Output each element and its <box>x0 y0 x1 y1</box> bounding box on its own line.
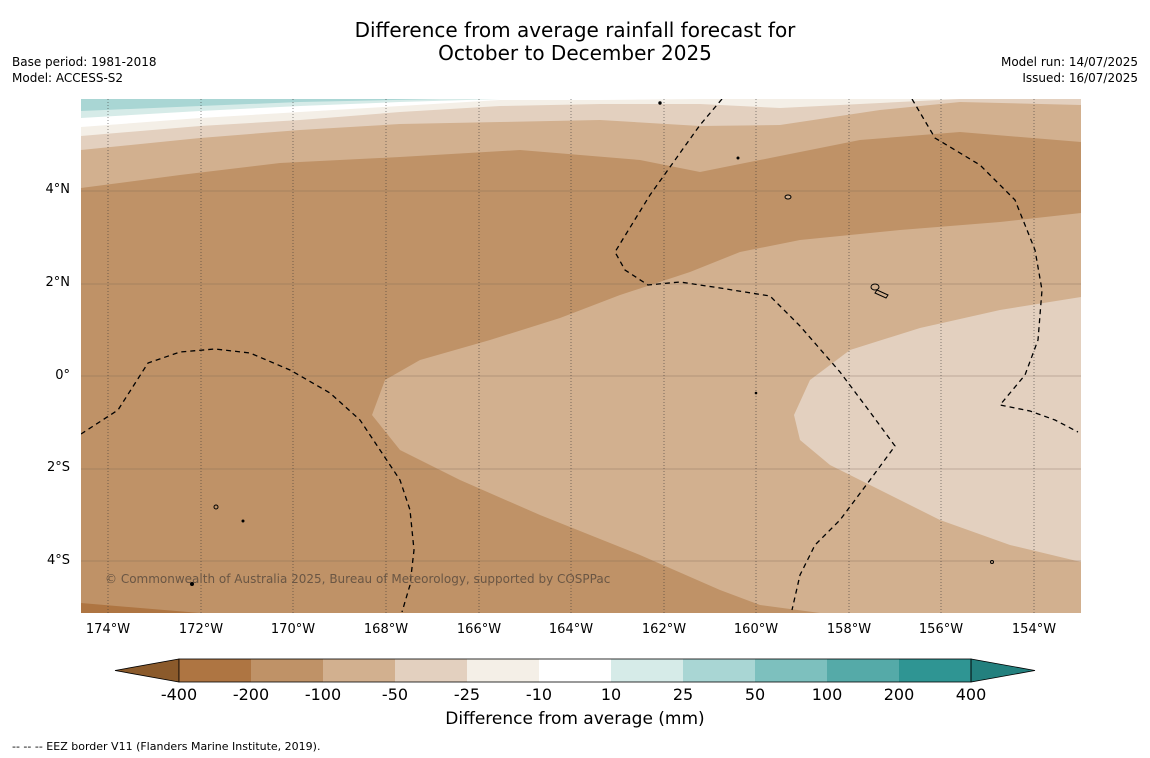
lon-label-168w: 168°W <box>363 622 409 637</box>
metadata-right: Model run: 14/07/2025 Issued: 16/07/2025 <box>1001 54 1138 86</box>
colorbar-extend-low <box>114 658 180 683</box>
colorbar-swatch <box>827 659 899 682</box>
colorbar-swatch <box>539 659 611 682</box>
issued-date: Issued: 16/07/2025 <box>1022 71 1138 85</box>
colorbar-swatch <box>395 659 467 682</box>
metadata-left: Base period: 1981-2018 Model: ACCESS-S2 <box>12 54 157 86</box>
colorbar-tick-label: 100 <box>811 685 843 704</box>
colorbar-swatch <box>251 659 323 682</box>
colorbar-swatch <box>899 659 971 682</box>
lon-label-154w: 154°W <box>1011 622 1057 637</box>
colorbar-tick-label: -400 <box>160 685 198 704</box>
band-below-minus-200 <box>81 603 200 613</box>
lon-label-166w: 166°W <box>456 622 502 637</box>
lon-label-160w: 160°W <box>733 622 779 637</box>
eez-legend-footnote: -- -- -- EEZ border V11 (Flanders Marine… <box>12 740 321 753</box>
island-6 <box>658 101 662 105</box>
lon-label-156w: 156°W <box>918 622 964 637</box>
lon-label-172w: 172°W <box>178 622 224 637</box>
island-3 <box>874 289 889 299</box>
lat-label-4s: 4°S <box>46 553 70 568</box>
base-period: Base period: 1981-2018 <box>12 55 157 69</box>
colorbar-tick-label: -25 <box>453 685 481 704</box>
lon-label-170w: 170°W <box>270 622 316 637</box>
eez-border-west <box>81 348 415 613</box>
island-9 <box>190 582 194 586</box>
colorbar-extend-high <box>970 658 1036 683</box>
map-title: Difference from average rainfall forecas… <box>0 19 1150 65</box>
model-name: Model: ACCESS-S2 <box>12 71 124 85</box>
lat-label-0: 0° <box>55 368 70 383</box>
lon-label-164w: 164°W <box>548 622 594 637</box>
island-2 <box>870 283 880 291</box>
lat-label-2s: 2°S <box>46 460 70 475</box>
island-1 <box>784 194 792 200</box>
colorbar <box>114 658 1036 683</box>
band-minus-50-to-minus-25-east <box>794 297 1081 562</box>
colorbar-tick-label: 50 <box>744 685 766 704</box>
colorbar-tick-label: 400 <box>955 685 987 704</box>
colorbar-swatch <box>467 659 539 682</box>
colorbar-tick-label: -200 <box>232 685 270 704</box>
colorbar-tick-label: 25 <box>672 685 694 704</box>
colorbar-border <box>178 658 972 683</box>
island-7 <box>241 519 245 523</box>
lon-label-162w: 162°W <box>641 622 687 637</box>
colorbar-swatch <box>179 659 251 682</box>
colorbar-tick-label: -100 <box>304 685 342 704</box>
colorbar-swatch <box>323 659 395 682</box>
band-25-to-50-top <box>81 99 440 111</box>
island-10 <box>754 391 758 395</box>
colorbar-tick-label: -50 <box>381 685 409 704</box>
title-line-2: October to December 2025 <box>438 41 712 65</box>
title-line-1: Difference from average rainfall forecas… <box>354 18 796 42</box>
colorbar-tick-label: 10 <box>600 685 622 704</box>
lon-label-158w: 158°W <box>826 622 872 637</box>
model-run: Model run: 14/07/2025 <box>1000 55 1138 69</box>
island-5 <box>736 156 740 160</box>
colorbar-swatch <box>683 659 755 682</box>
rainfall-anomaly-field <box>81 99 1081 613</box>
colorbar-tick-label: 200 <box>883 685 915 704</box>
lon-label-174w: 174°W <box>85 622 131 637</box>
island-8 <box>990 560 994 564</box>
copyright-notice: © Commonwealth of Australia 2025, Bureau… <box>105 572 611 586</box>
eez-border-central <box>614 99 896 611</box>
band-minus-100-to-minus-50-tongue <box>372 213 1081 613</box>
colorbar-swatch <box>611 659 683 682</box>
island-4 <box>213 504 219 510</box>
latitude-gridlines <box>81 190 1081 562</box>
colorbar-tick-label: -10 <box>525 685 553 704</box>
islands <box>190 101 994 586</box>
lat-label-4n: 4°N <box>45 182 71 197</box>
colorbar-swatch <box>755 659 827 682</box>
colorbar-title: Difference from average (mm) <box>445 709 705 729</box>
lat-label-2n: 2°N <box>45 275 71 290</box>
